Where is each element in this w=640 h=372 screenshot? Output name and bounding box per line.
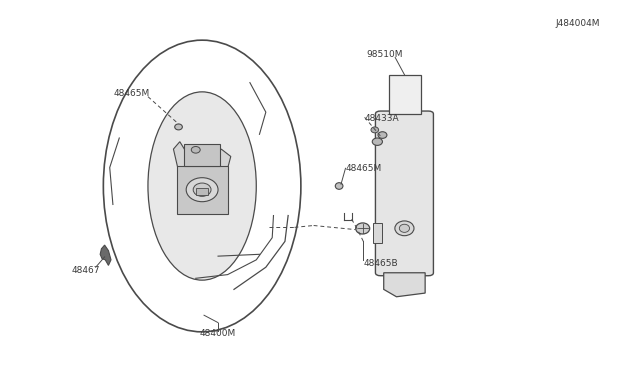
- Ellipse shape: [372, 138, 383, 145]
- Ellipse shape: [175, 124, 182, 130]
- Ellipse shape: [186, 178, 218, 202]
- Text: 98510M: 98510M: [366, 51, 403, 60]
- Text: 48465M: 48465M: [346, 164, 381, 173]
- Bar: [196, 188, 209, 195]
- Polygon shape: [384, 273, 425, 297]
- Ellipse shape: [399, 224, 410, 232]
- Text: 48467: 48467: [72, 266, 100, 275]
- Text: 48465B: 48465B: [364, 259, 398, 268]
- Ellipse shape: [335, 183, 343, 189]
- Ellipse shape: [191, 147, 200, 153]
- FancyBboxPatch shape: [376, 111, 433, 276]
- Bar: [389, 75, 420, 114]
- Ellipse shape: [356, 223, 370, 234]
- Polygon shape: [173, 142, 196, 205]
- Ellipse shape: [193, 183, 211, 196]
- Bar: [373, 223, 382, 243]
- Polygon shape: [100, 245, 111, 265]
- Text: J484004M: J484004M: [556, 19, 600, 28]
- Ellipse shape: [378, 132, 387, 138]
- Ellipse shape: [395, 221, 414, 236]
- Text: 48465M: 48465M: [114, 89, 150, 98]
- Text: 48433A: 48433A: [365, 114, 399, 123]
- Text: 48400M: 48400M: [200, 329, 236, 338]
- Bar: [177, 166, 228, 214]
- Ellipse shape: [148, 92, 256, 280]
- Polygon shape: [209, 149, 231, 205]
- Bar: [184, 144, 220, 166]
- Ellipse shape: [371, 127, 379, 133]
